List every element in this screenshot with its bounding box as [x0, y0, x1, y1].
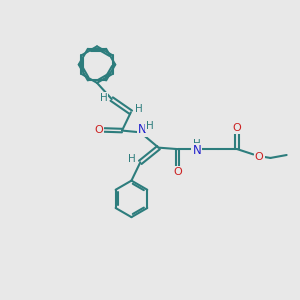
Text: H: H — [128, 154, 136, 164]
Text: N: N — [192, 144, 201, 158]
Text: O: O — [173, 167, 182, 177]
Text: H: H — [135, 104, 143, 114]
Text: O: O — [233, 123, 242, 133]
Text: O: O — [95, 125, 103, 135]
Text: N: N — [138, 123, 147, 136]
Text: O: O — [255, 152, 264, 162]
Text: H: H — [100, 93, 107, 103]
Text: H: H — [193, 139, 201, 149]
Text: H: H — [146, 122, 154, 131]
